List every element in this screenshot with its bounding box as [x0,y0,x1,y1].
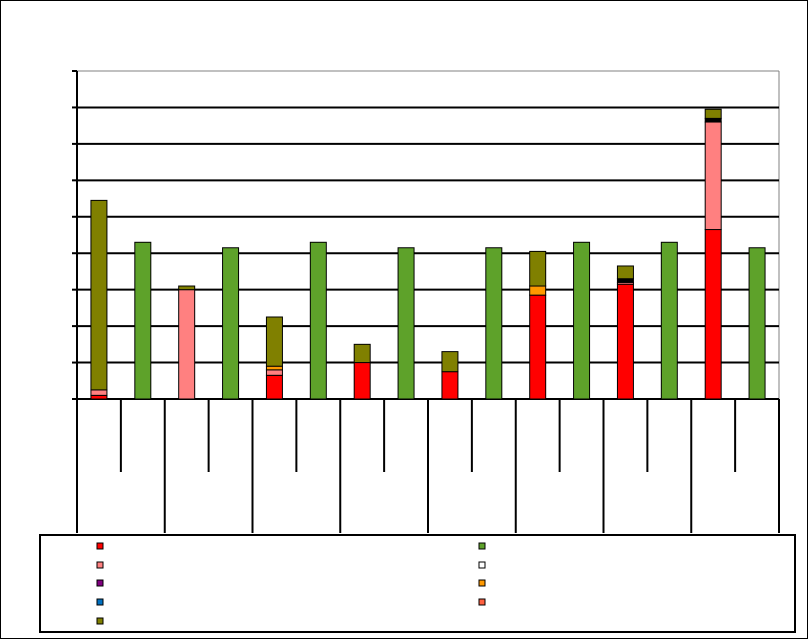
bar-segment [178,289,196,400]
bar-segment [178,285,196,291]
legend-box [39,534,796,633]
bar-segment [704,117,722,123]
bar-segment [441,351,459,373]
bar-segment [529,285,547,296]
legend-swatch [478,579,486,587]
bar-segment [441,371,459,400]
legend-swatch [478,598,486,606]
bar-segment [748,247,766,400]
bar-segment [704,229,722,400]
bar-segment [529,294,547,400]
legend-swatch [478,542,486,550]
bar-segment [485,247,503,400]
bar-segment [660,241,678,400]
legend-swatch [96,579,104,587]
bar-segment [90,394,108,400]
legend-swatch [478,561,486,569]
bar-segment [616,283,634,400]
legend-swatch [96,561,104,569]
bar-segment [353,362,371,400]
bar-segment [90,389,108,396]
bar-segment [309,241,327,400]
legend-swatch [96,617,104,625]
bar-segment [265,374,283,400]
bar-segment [90,199,108,391]
bar-segment [134,241,152,400]
bar-segment [616,278,634,283]
bar-segment [704,108,722,119]
bar-segment [353,343,371,364]
bar-segment [265,316,283,367]
bar-segment [265,369,283,376]
bar-segment [222,247,240,400]
bar-segment [704,121,722,231]
legend-swatch [96,542,104,550]
bar-segment [573,241,591,400]
bar-segment [265,365,283,371]
bar-segment [529,250,547,287]
bar-segment [397,247,415,400]
bar-segment [616,265,634,280]
legend-swatch [96,598,104,606]
